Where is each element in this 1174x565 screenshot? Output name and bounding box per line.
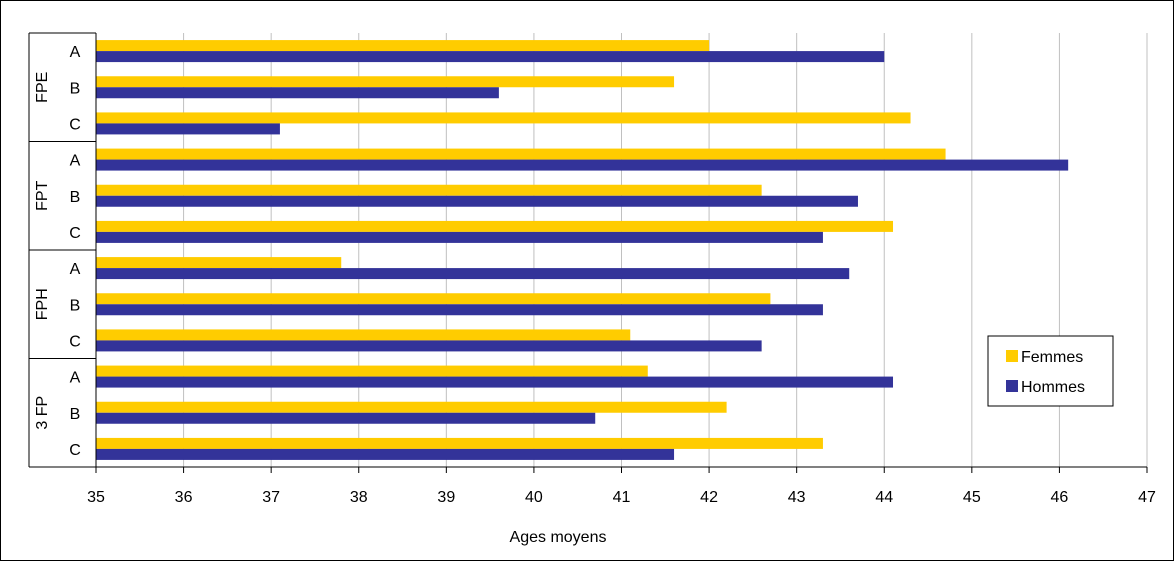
x-tick-label: 44 [875, 489, 893, 506]
grid-lines [183, 33, 1148, 467]
category-label: B [70, 189, 81, 206]
x-tick-label: 36 [175, 489, 193, 506]
bar-femmes-fph-a [96, 257, 342, 269]
bar-femmes-fpt-c [96, 220, 894, 232]
category-label: C [69, 442, 81, 459]
bar-hommes-fph-a [96, 268, 850, 280]
x-tick-label: 37 [262, 489, 280, 506]
category-label: C [69, 225, 81, 242]
bar-hommes-fpt-a [96, 159, 1069, 171]
category-label: A [70, 370, 81, 387]
group-label: FPH [34, 288, 51, 320]
bar-hommes-fpt-c [96, 231, 823, 243]
x-tick-label: 47 [1138, 489, 1156, 506]
bars [96, 40, 1069, 460]
bar-hommes-fpe-a [96, 51, 885, 63]
category-label: A [70, 261, 81, 278]
bar-femmes-fpe-c [96, 112, 911, 124]
group-label: FPE [34, 72, 51, 103]
bar-hommes-fpe-b [96, 87, 499, 99]
x-tick-label: 35 [87, 489, 105, 506]
x-axis-title: Ages moyens [510, 529, 607, 546]
category-label: C [69, 116, 81, 133]
bar-hommes-fpe-c [96, 123, 280, 135]
x-tick-label: 43 [788, 489, 806, 506]
bar-femmes-3fp-a [96, 365, 648, 377]
x-tick-label: 42 [700, 489, 718, 506]
x-tick-label: 45 [963, 489, 981, 506]
legend-label-femmes: Femmes [1021, 349, 1083, 366]
bar-femmes-fph-c [96, 329, 631, 341]
x-tick-label: 40 [525, 489, 543, 506]
bar-femmes-3fp-c [96, 437, 823, 449]
legend-label-hommes: Hommes [1021, 379, 1085, 396]
legend-box [987, 335, 1114, 407]
bar-hommes-fpt-b [96, 195, 858, 207]
category-label: A [70, 153, 81, 170]
x-tick-label: 39 [437, 489, 455, 506]
bar-femmes-fph-b [96, 293, 771, 305]
bar-femmes-fpe-a [96, 40, 710, 52]
bar-hommes-3fp-c [96, 448, 675, 460]
x-tick-label: 41 [613, 489, 631, 506]
category-labels: A B C A B C A B C A B C FPE FPT FPH 3 FP [34, 44, 81, 459]
category-label: A [70, 44, 81, 61]
category-label: C [69, 333, 81, 350]
bar-hommes-fph-b [96, 304, 823, 316]
x-tick-label: 38 [350, 489, 368, 506]
x-tick-label: 46 [1051, 489, 1069, 506]
category-label: B [70, 80, 81, 97]
bar-hommes-3fp-a [96, 376, 894, 388]
group-label: FPT [34, 180, 51, 210]
legend-swatch-hommes [1006, 380, 1018, 392]
axes: 35 36 37 38 39 40 41 42 43 44 45 46 47 [28, 32, 1156, 506]
bar-femmes-fpe-b [96, 76, 675, 88]
bar-hommes-3fp-b [96, 412, 596, 424]
category-label: B [70, 406, 81, 423]
group-label: 3 FP [34, 396, 51, 430]
bar-hommes-fph-c [96, 340, 762, 352]
bar-femmes-3fp-b [96, 401, 727, 413]
legend-swatch-femmes [1006, 350, 1018, 362]
bar-femmes-fpt-a [96, 148, 946, 160]
bar-femmes-fpt-b [96, 184, 762, 196]
legend: Femmes Hommes [987, 335, 1114, 407]
category-label: B [70, 297, 81, 314]
